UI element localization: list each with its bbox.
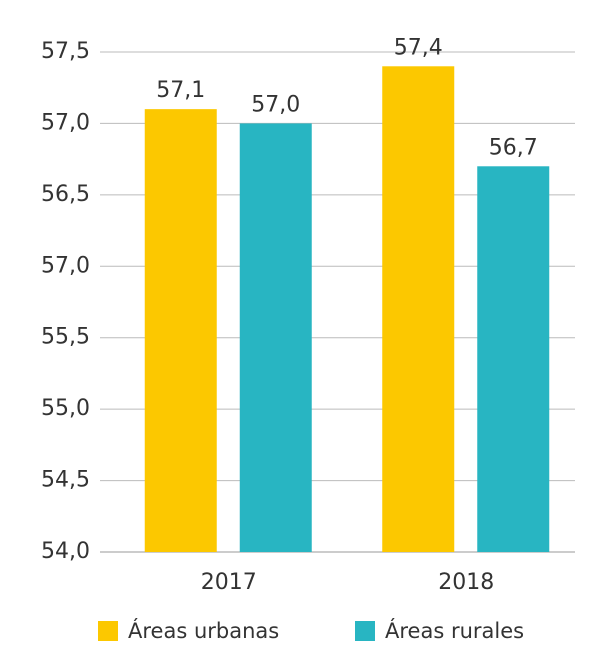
x-tick-label: 2017 bbox=[201, 570, 257, 595]
x-tick-label: 2018 bbox=[438, 570, 494, 595]
data-label: 56,7 bbox=[489, 135, 538, 160]
y-tick-label: 57,0 bbox=[41, 110, 90, 135]
y-tick-label: 55,5 bbox=[41, 325, 90, 350]
y-tick-label: 56,5 bbox=[41, 182, 90, 207]
bar bbox=[382, 66, 455, 553]
legend-swatch bbox=[98, 621, 118, 641]
y-tick-label: 54,0 bbox=[41, 539, 90, 564]
data-label: 57,4 bbox=[394, 35, 443, 60]
legend-label: Áreas rurales bbox=[385, 618, 524, 643]
data-label: 57,0 bbox=[251, 92, 300, 117]
legend-swatch bbox=[355, 621, 375, 641]
y-tick-label: 57,5 bbox=[41, 39, 90, 64]
y-tick-label: 55,0 bbox=[41, 396, 90, 421]
bar bbox=[477, 166, 550, 553]
bar bbox=[239, 123, 312, 552]
data-label: 57,1 bbox=[156, 78, 205, 103]
y-tick-label: 54,5 bbox=[41, 468, 90, 493]
y-tick-label: 57,0 bbox=[41, 253, 90, 278]
legend-label: Áreas urbanas bbox=[128, 618, 279, 643]
bar bbox=[144, 109, 217, 553]
